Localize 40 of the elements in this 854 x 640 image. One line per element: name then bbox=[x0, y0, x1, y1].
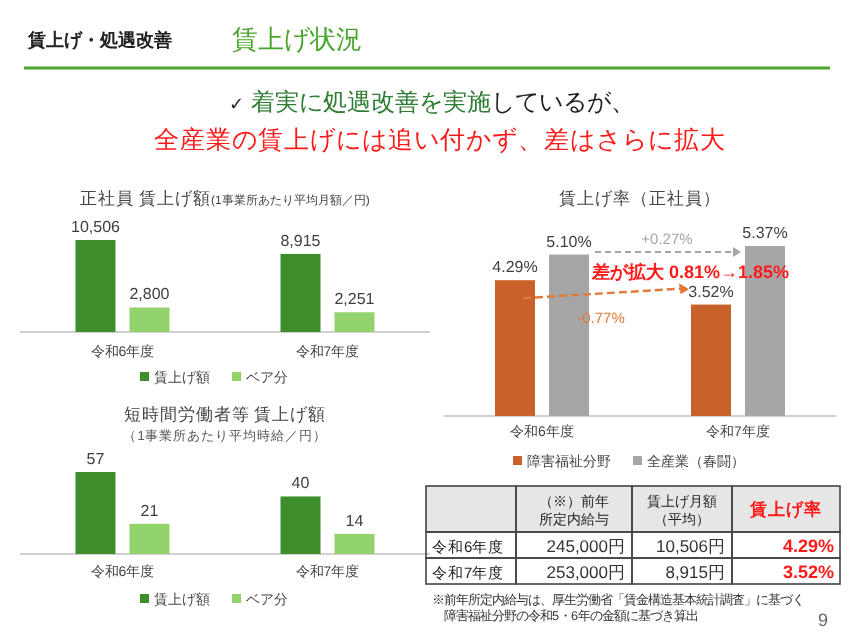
text: しているが、 bbox=[490, 88, 635, 116]
data-label: 3.52% bbox=[688, 282, 734, 301]
text: 着実に処遇改善を実施 bbox=[250, 88, 491, 116]
bar bbox=[129, 523, 170, 554]
text: 8,915円 bbox=[665, 562, 726, 582]
bar bbox=[334, 312, 375, 332]
text: 賃上げ状況 bbox=[232, 24, 362, 54]
chart-title: 賃上げ率（正社員） bbox=[559, 188, 721, 208]
chart-title: 正社員 賃上げ額 bbox=[80, 188, 212, 208]
text: 賃上げ率 bbox=[748, 499, 822, 519]
data-label: 14 bbox=[345, 511, 365, 530]
data-label: 4.29% bbox=[492, 258, 538, 277]
bar bbox=[691, 304, 731, 416]
bar bbox=[280, 496, 321, 554]
data-label: 8,915 bbox=[280, 231, 322, 250]
text: 賃上げ・処遇改善 bbox=[26, 30, 172, 50]
bar bbox=[129, 307, 170, 332]
data-label: 2,251 bbox=[334, 290, 376, 309]
annotation: 差が拡大 0.81%→1.85% bbox=[589, 262, 789, 282]
data-label: 40 bbox=[291, 474, 311, 493]
bar bbox=[75, 472, 116, 554]
text: 4.29% bbox=[782, 536, 834, 556]
bar bbox=[75, 240, 116, 332]
data-label: 10,506 bbox=[71, 218, 122, 236]
data-label: 57 bbox=[86, 450, 106, 468]
bar bbox=[280, 253, 321, 332]
text: ✓ bbox=[229, 94, 251, 114]
text: 全産業の賃上げには追い付かず、差はさらに拡大 bbox=[154, 124, 726, 154]
text: 253,000円 bbox=[546, 562, 626, 582]
data-label: 5.37% bbox=[742, 224, 788, 242]
text: 245,000円 bbox=[546, 536, 626, 556]
text: 9 bbox=[817, 610, 828, 630]
bar bbox=[334, 533, 375, 554]
data-label: 2,800 bbox=[129, 285, 171, 304]
data-label: 21 bbox=[140, 501, 160, 520]
text: 3.52% bbox=[782, 562, 834, 582]
text: 10,506円 bbox=[656, 536, 726, 556]
data-label: 5.10% bbox=[546, 232, 592, 251]
chart-title: 短時間労働者等 賃上げ額 bbox=[123, 404, 327, 424]
bar bbox=[495, 280, 535, 416]
